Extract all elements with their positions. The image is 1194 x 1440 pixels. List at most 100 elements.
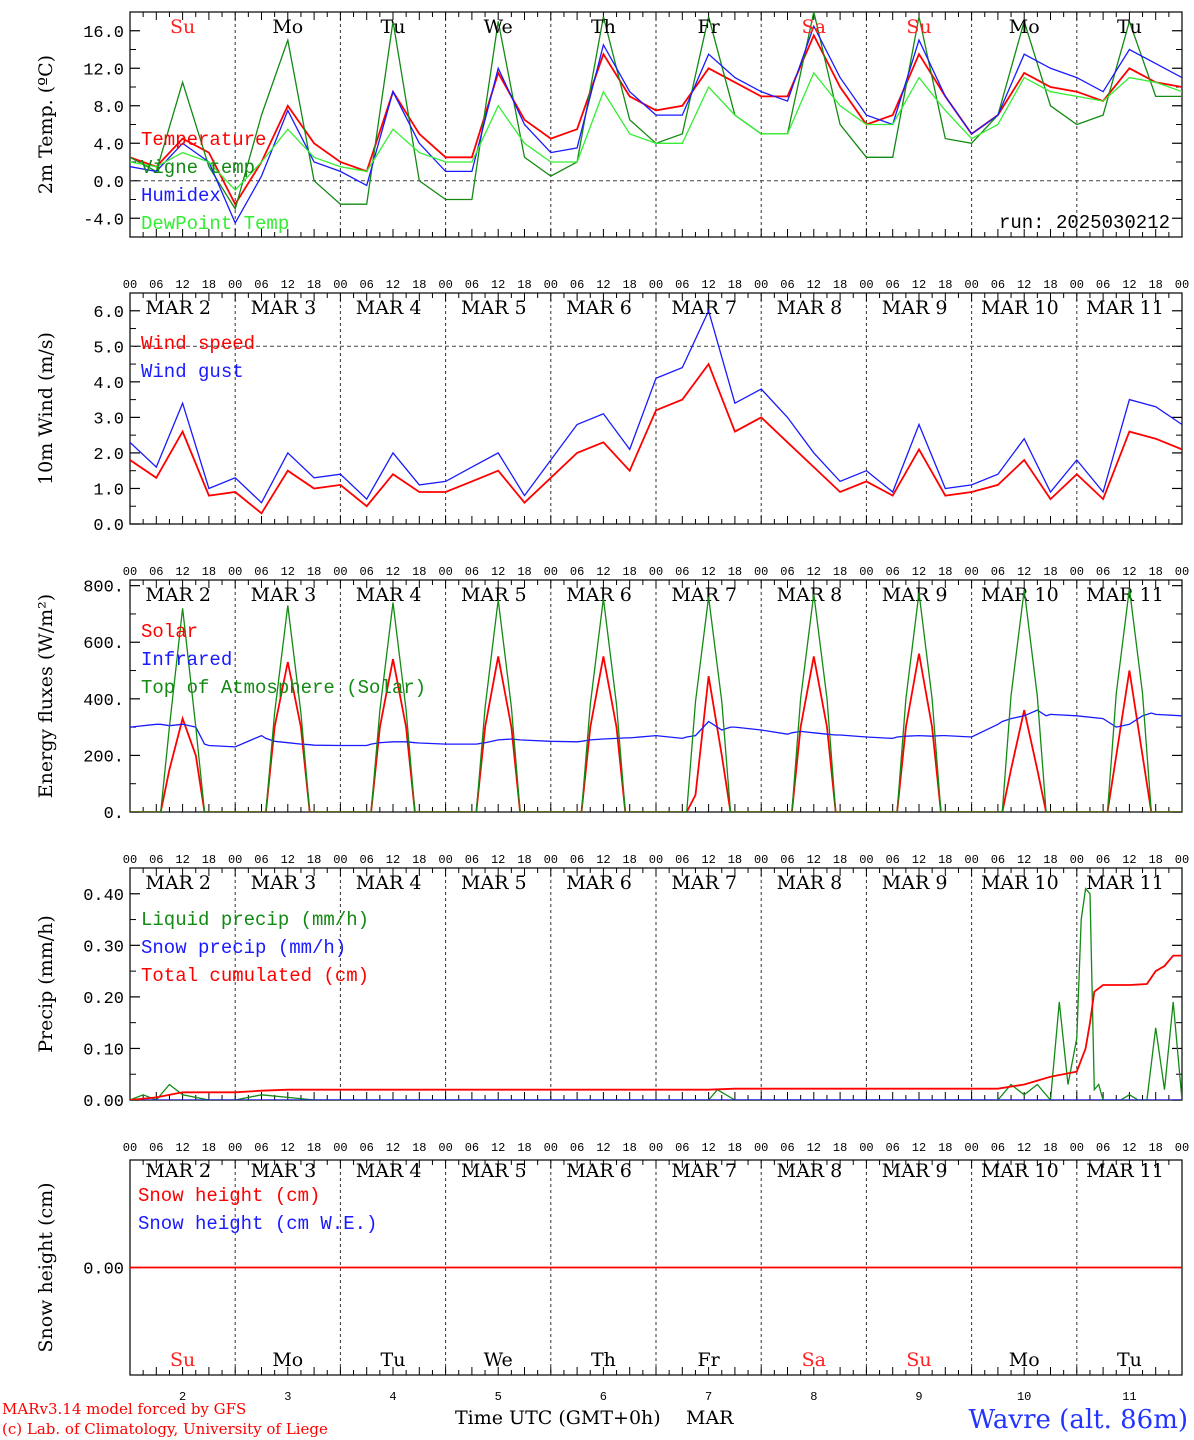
date-label: MAR 8 xyxy=(777,584,843,606)
hour-tick-label: 12 xyxy=(596,1141,610,1155)
y-tick-label: -4.0 xyxy=(83,211,124,230)
series-line-liquid-precip-mm-h- xyxy=(130,887,1182,1100)
hour-tick-label: 00 xyxy=(754,565,768,579)
series-line-solar xyxy=(130,653,1182,812)
y-tick-label: 8.0 xyxy=(93,99,124,118)
hour-tick-label: 00 xyxy=(123,565,137,579)
hour-tick-label: 06 xyxy=(885,853,899,867)
weekday-label-top: Su xyxy=(906,16,931,38)
hour-tick-label: 18 xyxy=(412,1141,426,1155)
hour-tick-label: 00 xyxy=(123,853,137,867)
y-axis-label: 10m Wind (m/s) xyxy=(35,332,57,485)
hour-tick-label: 06 xyxy=(991,1141,1005,1155)
hour-tick-label: 18 xyxy=(833,1141,847,1155)
legend-entry: Snow precip (mm/h) xyxy=(141,937,346,959)
series-line-wind-gust xyxy=(130,308,1182,504)
hour-tick-label: 06 xyxy=(570,853,584,867)
date-label: MAR 11 xyxy=(1086,297,1164,319)
hour-tick-label: 06 xyxy=(149,853,163,867)
hour-tick-label: 12 xyxy=(175,853,189,867)
hour-tick-label: 00 xyxy=(544,1141,558,1155)
hour-tick-label: 12 xyxy=(491,853,505,867)
hour-tick-label: 18 xyxy=(517,565,531,579)
y-tick-label: 0. xyxy=(104,805,124,824)
hour-tick-label: 06 xyxy=(254,1141,268,1155)
hour-tick-label: 12 xyxy=(701,1141,715,1155)
hour-tick-label: 18 xyxy=(1043,565,1057,579)
hour-tick-label: 18 xyxy=(517,1141,531,1155)
date-label: MAR 7 xyxy=(671,584,737,606)
hour-tick-label: 12 xyxy=(701,278,715,292)
weekday-label-bottom: Su xyxy=(170,1349,195,1371)
legend-entry: Wind speed xyxy=(141,333,255,355)
day-number-label: 3 xyxy=(284,1390,291,1404)
hour-tick-label: 18 xyxy=(412,853,426,867)
hour-tick-label: 12 xyxy=(175,1141,189,1155)
date-label: MAR 10 xyxy=(981,297,1059,319)
hour-tick-label: 18 xyxy=(202,278,216,292)
weekday-label-top: Fr xyxy=(697,16,720,38)
y-tick-label: 400. xyxy=(83,692,124,711)
hour-tick-label: 00 xyxy=(438,278,452,292)
y-tick-label: 0.40 xyxy=(83,887,124,906)
hour-tick-label: 00 xyxy=(649,1141,663,1155)
y-axis-label: Snow height (cm) xyxy=(35,1182,57,1352)
hour-tick-label: 00 xyxy=(544,853,558,867)
hour-tick-label: 12 xyxy=(491,565,505,579)
hour-tick-label: 00 xyxy=(754,853,768,867)
hour-tick-label: 18 xyxy=(517,278,531,292)
weekday-label-top: Sa xyxy=(802,16,826,38)
hour-tick-label: 06 xyxy=(991,278,1005,292)
date-label: MAR 8 xyxy=(777,1160,843,1182)
hour-tick-label: 18 xyxy=(938,278,952,292)
hour-tick-label: 18 xyxy=(622,1141,636,1155)
legend-entry: Vigne temp xyxy=(141,157,255,179)
hour-tick-label: 06 xyxy=(1096,278,1110,292)
hour-tick-label: 00 xyxy=(964,853,978,867)
date-label: MAR 11 xyxy=(1086,584,1164,606)
hour-tick-label: 00 xyxy=(228,853,242,867)
legend-entry: Total cumulated (cm) xyxy=(141,965,369,987)
weekday-label-top: Th xyxy=(591,16,616,38)
hour-tick-label: 12 xyxy=(175,278,189,292)
date-label: MAR 4 xyxy=(356,584,422,606)
hour-tick-label: 06 xyxy=(675,1141,689,1155)
date-label: MAR 11 xyxy=(1086,1160,1164,1182)
weekday-label-top: Su xyxy=(170,16,195,38)
hour-tick-label: 18 xyxy=(833,853,847,867)
date-label: MAR 9 xyxy=(882,297,948,319)
hour-tick-label: 12 xyxy=(1017,853,1031,867)
weekday-label-top: Tu xyxy=(1117,16,1142,38)
panel-frame xyxy=(129,11,1183,238)
hour-tick-label: 18 xyxy=(307,278,321,292)
hour-tick-label: 12 xyxy=(1122,853,1136,867)
hour-tick-label: 00 xyxy=(1070,853,1084,867)
hour-tick-label: 00 xyxy=(649,853,663,867)
hour-tick-label: 18 xyxy=(307,853,321,867)
date-label: MAR 2 xyxy=(145,872,211,894)
hour-tick-label: 06 xyxy=(991,853,1005,867)
hour-tick-label: 00 xyxy=(859,565,873,579)
hour-tick-label: 00 xyxy=(1175,278,1189,292)
day-number-label: 9 xyxy=(915,1390,922,1404)
y-tick-label: 200. xyxy=(83,748,124,767)
hour-tick-label: 18 xyxy=(938,853,952,867)
y-axis-label: Energy fluxes (W/m²) xyxy=(35,594,57,798)
day-number-label: 5 xyxy=(495,1390,502,1404)
hour-tick-label: 00 xyxy=(333,1141,347,1155)
footer-model-line2: (c) Lab. of Climatology, University of L… xyxy=(2,1420,328,1438)
date-label: MAR 2 xyxy=(145,1160,211,1182)
date-label: MAR 2 xyxy=(145,584,211,606)
series-line-total-cumulated-cm- xyxy=(130,954,1182,1100)
series-line-dewpoint-temp xyxy=(130,71,1182,192)
hour-tick-label: 12 xyxy=(491,278,505,292)
date-label: MAR 6 xyxy=(566,584,632,606)
hour-tick-label: 12 xyxy=(1017,565,1031,579)
date-label: MAR 6 xyxy=(566,1160,632,1182)
y-axis-label: 2m Temp. (ºC) xyxy=(35,55,57,194)
legend-entry: Top of Atmosphere (Solar) xyxy=(141,677,426,699)
hour-tick-label: 06 xyxy=(991,565,1005,579)
legend-entry: Liquid precip (mm/h) xyxy=(141,909,369,931)
hour-tick-label: 12 xyxy=(807,1141,821,1155)
legend-entry: Wind gust xyxy=(141,361,244,383)
